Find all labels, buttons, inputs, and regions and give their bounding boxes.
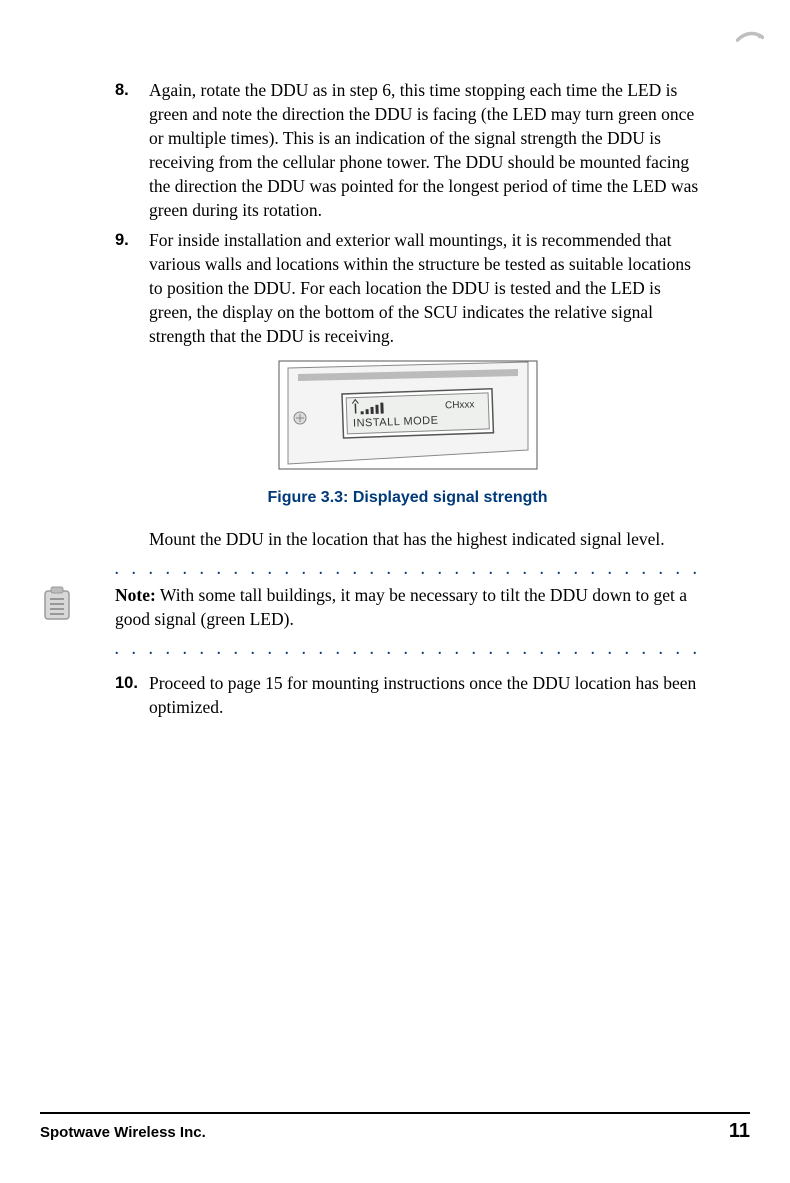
- footer-rule: [40, 1112, 750, 1114]
- list-item-8: 8. Again, rotate the DDU as in step 6, t…: [115, 78, 700, 222]
- figure-caption: Figure 3.3: Displayed signal strength: [115, 489, 700, 507]
- separator-icon: . . . . . . . . . . . . . . . . . . . . …: [115, 563, 700, 577]
- separator-icon: . . . . . . . . . . . . . . . . . . . . …: [115, 643, 700, 657]
- list-body: Again, rotate the DDU as in step 6, this…: [149, 78, 700, 222]
- footer-company: Spotwave Wireless Inc.: [40, 1124, 206, 1141]
- page: 8. Again, rotate the DDU as in step 6, t…: [0, 0, 790, 1183]
- note-icon: [41, 585, 75, 623]
- note-label: Note:: [115, 585, 156, 605]
- lcd-top-text: CHxxx: [444, 399, 474, 411]
- footer: Spotwave Wireless Inc. 11: [40, 1112, 750, 1143]
- figure-image: CHxxx INSTALL MODE: [115, 360, 700, 475]
- post-figure-text: Mount the DDU in the location that has t…: [149, 527, 700, 551]
- list-body: Proceed to page 15 for mounting instruct…: [149, 671, 700, 719]
- figure-3-3: CHxxx INSTALL MODE Figure 3.3: Displayed…: [115, 360, 700, 507]
- note-text: Note: With some tall buildings, it may b…: [115, 583, 700, 631]
- header-logo-icon: [736, 26, 764, 46]
- list-number: 8.: [115, 78, 149, 222]
- note-body: With some tall buildings, it may be nece…: [115, 585, 687, 629]
- list-item-10: 10. Proceed to page 15 for mounting inst…: [115, 671, 700, 719]
- page-number: 11: [729, 1120, 750, 1143]
- list-number: 9.: [115, 228, 149, 348]
- list-number: 10.: [115, 671, 149, 719]
- list-item-9: 9. For inside installation and exterior …: [115, 228, 700, 348]
- list-body: For inside installation and exterior wal…: [149, 228, 700, 348]
- note-block: Note: With some tall buildings, it may b…: [115, 583, 700, 631]
- scu-display-icon: CHxxx INSTALL MODE: [278, 360, 538, 470]
